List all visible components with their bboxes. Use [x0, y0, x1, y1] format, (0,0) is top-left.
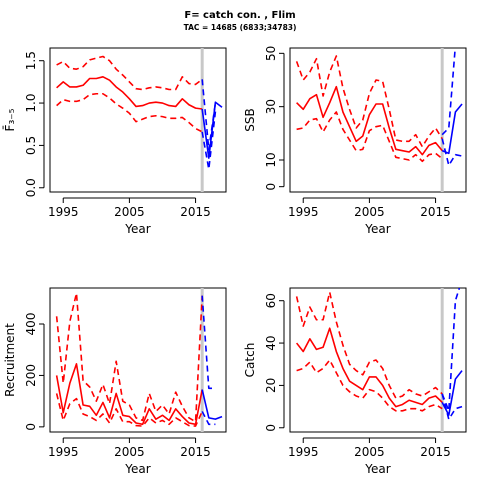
forecast-median-recruitment: [201, 389, 223, 420]
figure-title: F= catch con. , Flim: [184, 10, 296, 21]
x-axis-label-catch: Year: [364, 462, 390, 476]
plot-area-recruitment: [55, 288, 223, 432]
x-tick-label-f: 1995: [48, 205, 79, 219]
x-tick-label-catch: 1995: [288, 445, 319, 459]
x-tick-label-f: 2005: [114, 205, 145, 219]
y-tick-label-f: 1.5: [24, 51, 38, 70]
y-tick-label-ssb: 30: [264, 99, 278, 114]
history-lower-recruitment: [55, 393, 203, 427]
y-tick-label-catch: 40: [264, 335, 278, 350]
x-tick-label-catch: 2005: [354, 445, 385, 459]
plot-frame-recruitment: [49, 287, 227, 433]
panel-catch: 1995 2005 2015 0 20 40 60 Year Catch: [243, 287, 467, 476]
x-tick-label-f: 2015: [180, 205, 211, 219]
forecast-upper-ssb: [441, 48, 456, 136]
y-axis-label-ssb: SSB: [243, 108, 257, 131]
forecast-median-ssb: [441, 103, 463, 155]
x-tick-label-ssb: 1995: [288, 205, 319, 219]
history-lower-catch: [296, 359, 443, 412]
y-tick-label-catch: 0: [264, 424, 278, 432]
panel-ssb: 1995 2005 2015 0 10 30 50 Year SSB: [243, 46, 467, 236]
x-tick-label-ssb: 2015: [420, 205, 451, 219]
x-tick-label-ssb: 2005: [354, 205, 385, 219]
y-tick-label-catch: 60: [264, 293, 278, 308]
x-tick-label-catch: 2015: [420, 445, 451, 459]
plot-area-f: [56, 48, 223, 192]
forecast-lower-f: [201, 111, 217, 170]
y-tick-label-ssb: 10: [264, 152, 278, 167]
y-tick-label-recruitment: 200: [24, 364, 38, 387]
panel-recruitment: 1995 2005 2015 0 200 400 Year Recruitment: [3, 287, 227, 476]
history-upper-catch: [295, 291, 443, 399]
forecast-median-f: [201, 101, 223, 159]
y-axis-label-f: F̄₃₋₅: [3, 108, 17, 131]
plot-frame-catch: [289, 287, 467, 433]
x-axis-label-ssb: Year: [364, 222, 390, 236]
history-lower-f: [56, 92, 203, 133]
forecast-lower-catch: [441, 393, 463, 421]
y-tick-label-catch: 20: [264, 378, 278, 393]
y-tick-label-f: 0.5: [24, 136, 38, 155]
plot-area-ssb: [295, 48, 463, 192]
panel-f: 1995 2005 2015 0.0 0.5 1.0 1.5 Year F̄₃₋₅: [3, 47, 227, 236]
x-axis-label-f: Year: [124, 222, 150, 236]
y-tick-label-f: 1.0: [24, 94, 38, 113]
y-tick-label-recruitment: 400: [24, 313, 38, 336]
y-tick-label-ssb: 50: [264, 46, 278, 61]
y-axis-label-recruitment: Recruitment: [3, 323, 17, 397]
history-upper-f: [56, 55, 203, 91]
x-tick-label-recruitment: 1995: [48, 445, 79, 459]
y-tick-label-ssb: 0: [264, 183, 278, 191]
history-upper-recruitment: [55, 292, 203, 423]
x-tick-label-recruitment: 2015: [180, 445, 211, 459]
x-axis-label-recruitment: Year: [124, 462, 150, 476]
history-median-ssb: [296, 85, 443, 156]
history-median-catch: [295, 327, 443, 408]
history-median-f: [56, 76, 203, 110]
history-upper-ssb: [295, 55, 443, 148]
history-median-recruitment: [55, 363, 203, 426]
y-tick-label-recruitment: 0: [24, 423, 38, 431]
forecast-median-catch: [441, 370, 463, 416]
plot-area-catch: [295, 288, 463, 432]
forecast-upper-recruitment: [201, 295, 216, 390]
history-lower-ssb: [296, 111, 443, 163]
y-tick-label-f: 0.0: [24, 178, 38, 197]
forecast-lower-recruitment: [201, 411, 216, 426]
forecast-upper-catch: [441, 288, 461, 412]
figure-subtitle: TAC = 14685 (6833;34783): [183, 23, 297, 32]
y-axis-label-catch: Catch: [243, 343, 257, 378]
plot-frame-f: [49, 47, 227, 193]
plot-frame-ssb: [289, 47, 467, 193]
x-tick-label-recruitment: 2005: [114, 445, 145, 459]
